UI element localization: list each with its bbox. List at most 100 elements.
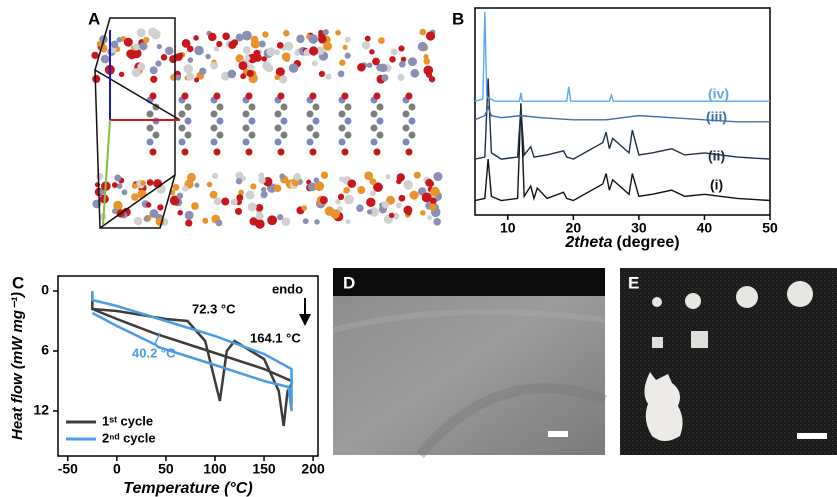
atom <box>217 132 224 139</box>
x-axis-label-unit: (degree) <box>617 234 680 251</box>
atom <box>217 104 224 111</box>
atom <box>246 149 253 156</box>
atom <box>249 104 256 111</box>
atom <box>406 149 413 156</box>
atom <box>403 125 410 132</box>
atom <box>339 177 344 182</box>
atom <box>194 77 199 82</box>
atom <box>409 104 416 111</box>
atom <box>147 111 154 118</box>
atom <box>426 31 435 40</box>
atom <box>133 43 140 50</box>
atom <box>150 66 158 74</box>
atom <box>249 118 256 125</box>
atom <box>312 60 318 66</box>
atom <box>356 204 363 211</box>
atom <box>423 58 430 65</box>
atom <box>374 149 381 156</box>
atom <box>422 193 432 203</box>
atom <box>182 93 189 100</box>
atom <box>177 193 183 199</box>
legend-label: 1ˢᵗ cycle <box>102 413 153 428</box>
atom <box>153 132 160 139</box>
x-tick-label: 10 <box>500 220 516 236</box>
atom <box>214 197 222 205</box>
atom <box>187 46 194 53</box>
atom <box>342 93 349 100</box>
atom <box>140 180 146 186</box>
atom <box>242 31 252 41</box>
atom <box>185 118 192 125</box>
atom <box>177 210 183 216</box>
atom <box>246 93 253 100</box>
atom <box>323 29 329 35</box>
atom <box>182 185 188 191</box>
atom <box>398 74 405 81</box>
atom <box>335 30 341 36</box>
series-label: (i) <box>710 177 723 193</box>
x-axis-label: Temperature (°C) <box>123 480 252 497</box>
atom <box>266 47 275 56</box>
atom <box>253 54 261 62</box>
atom <box>211 125 218 132</box>
atom <box>372 58 380 66</box>
atom <box>345 132 352 139</box>
atom <box>321 171 328 178</box>
series-label: (ii) <box>708 148 725 164</box>
atom <box>308 34 318 44</box>
atom <box>345 53 351 59</box>
atom <box>249 132 256 139</box>
atom <box>236 194 243 201</box>
atom <box>144 216 150 222</box>
atom <box>313 104 320 111</box>
atom <box>369 178 376 185</box>
y-tick-label: 0 <box>41 282 49 298</box>
atom <box>122 189 128 195</box>
atom <box>409 191 418 200</box>
atom <box>275 139 282 146</box>
atom <box>246 190 255 199</box>
atom <box>371 111 378 118</box>
atom <box>403 111 410 118</box>
atom <box>132 183 138 189</box>
atom <box>216 219 223 226</box>
atom <box>126 49 135 58</box>
atom <box>236 178 242 184</box>
atom <box>338 70 345 77</box>
atom <box>274 185 281 192</box>
endo-arrow <box>299 298 311 326</box>
atom <box>283 30 290 37</box>
atom <box>228 41 236 49</box>
atom <box>210 191 218 199</box>
atom <box>378 37 385 44</box>
atom <box>217 118 224 125</box>
atom <box>303 218 309 224</box>
x-axis-label-italic: 2theta <box>564 234 612 251</box>
atom <box>369 49 374 54</box>
atom <box>429 76 435 82</box>
cell-axis <box>103 120 110 225</box>
atom <box>148 28 157 37</box>
atom <box>137 190 146 199</box>
atom <box>139 42 147 50</box>
atom <box>275 125 282 132</box>
atom <box>194 183 199 188</box>
x-tick-label: 40 <box>697 220 713 236</box>
atom <box>274 75 279 80</box>
atom <box>117 37 122 42</box>
x-axis-label: 2theta (degree) <box>564 234 679 251</box>
atom <box>419 29 426 36</box>
atom <box>367 62 372 67</box>
atom <box>386 174 391 179</box>
atom <box>310 93 317 100</box>
atom <box>403 139 410 146</box>
atom <box>111 41 118 48</box>
panel-label: A <box>88 9 100 28</box>
atom <box>161 54 168 61</box>
atom <box>362 41 370 49</box>
atom <box>231 198 238 205</box>
atom <box>318 35 326 43</box>
atom <box>382 201 389 208</box>
atom <box>409 132 416 139</box>
atom <box>409 118 416 125</box>
